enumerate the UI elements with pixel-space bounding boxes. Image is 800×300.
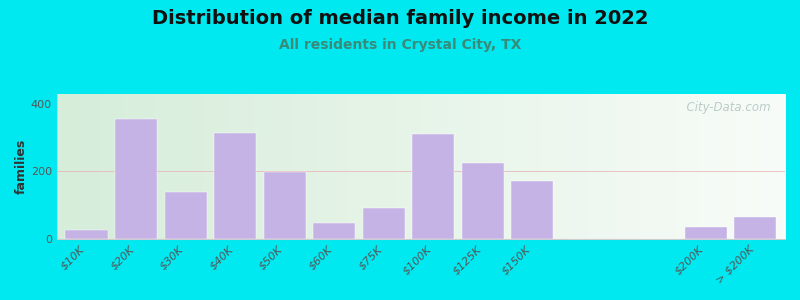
Text: Distribution of median family income in 2022: Distribution of median family income in … [152, 9, 648, 28]
Y-axis label: families: families [15, 139, 28, 194]
Bar [165, 192, 206, 239]
Bar [412, 134, 454, 239]
Bar [115, 119, 157, 239]
Bar [313, 223, 355, 239]
Bar [214, 133, 256, 239]
Bar [263, 172, 306, 239]
Bar [685, 227, 726, 239]
Bar [511, 182, 554, 239]
Text: City-Data.com: City-Data.com [679, 101, 770, 114]
Bar [462, 163, 504, 239]
Bar [362, 208, 405, 239]
Bar [734, 217, 776, 239]
Bar [66, 230, 107, 239]
Text: All residents in Crystal City, TX: All residents in Crystal City, TX [279, 38, 521, 52]
